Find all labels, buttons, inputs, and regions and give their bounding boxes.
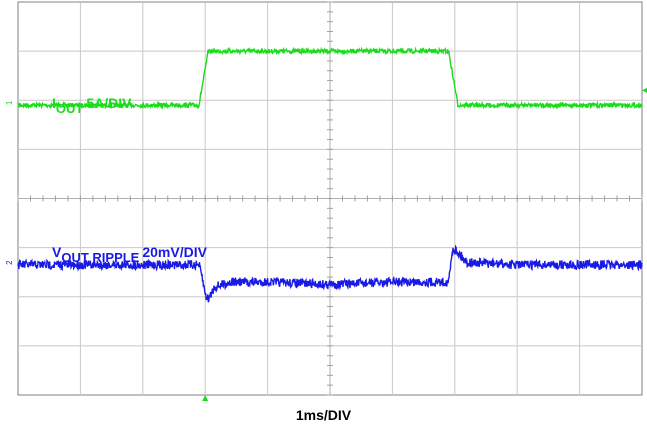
iout-label-sub: OUT	[55, 100, 84, 116]
iout-label-scale: 5A/DIV	[86, 95, 132, 111]
iout-label-main: I	[52, 95, 56, 111]
traces: 12	[5, 46, 647, 401]
iout-trace	[17, 46, 643, 110]
vout-label-sub: OUT RIPPLE	[61, 249, 140, 265]
trigger-level-marker	[642, 87, 647, 93]
trigger-position-marker	[202, 395, 209, 401]
vout-ripple-trace	[17, 244, 643, 303]
iout-series-label: IOUT 5A/DIV	[52, 95, 131, 116]
vout-label-scale: 20mV/DIV	[142, 244, 207, 260]
grid	[17, 1, 643, 396]
x-axis-label: 1ms/DIV	[295, 407, 352, 423]
ch1-ground-marker: 1	[5, 100, 14, 105]
ch2-ground-marker: 2	[5, 260, 14, 265]
vout-series-label: VOUT RIPPLE 20mV/DIV	[52, 244, 207, 265]
vout-label-main: V	[52, 244, 62, 260]
